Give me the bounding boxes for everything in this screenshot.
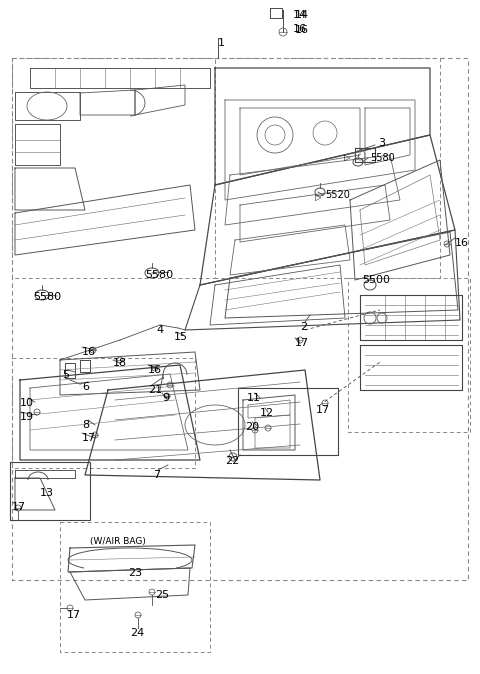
Text: 17: 17 xyxy=(295,338,309,348)
Text: 17: 17 xyxy=(67,610,81,620)
Text: 17: 17 xyxy=(316,405,330,415)
Text: 16: 16 xyxy=(293,24,307,34)
Text: ▷: ▷ xyxy=(315,193,322,202)
Text: 2: 2 xyxy=(300,322,307,332)
Text: 16: 16 xyxy=(455,238,469,248)
Text: 12: 12 xyxy=(260,408,274,418)
Text: 16: 16 xyxy=(82,347,96,357)
Text: 16: 16 xyxy=(295,25,309,35)
Text: (W/AIR BAG): (W/AIR BAG) xyxy=(90,537,146,546)
Text: 5580: 5580 xyxy=(145,270,173,280)
Text: 18: 18 xyxy=(113,358,127,368)
Text: 21: 21 xyxy=(148,385,162,395)
Text: ▷: ▷ xyxy=(344,153,350,162)
Text: 11: 11 xyxy=(247,393,261,403)
Text: 17: 17 xyxy=(82,433,96,443)
Text: 23: 23 xyxy=(128,568,142,578)
Text: 14: 14 xyxy=(295,10,309,20)
Text: 13: 13 xyxy=(40,488,54,498)
Text: 24: 24 xyxy=(130,628,144,638)
Text: 8: 8 xyxy=(82,420,89,430)
Text: 10: 10 xyxy=(20,398,34,408)
Text: 5500: 5500 xyxy=(362,275,390,285)
Text: 5520: 5520 xyxy=(325,190,350,200)
Text: 3: 3 xyxy=(378,138,385,148)
Text: 14: 14 xyxy=(293,10,307,20)
Text: 16: 16 xyxy=(148,365,162,375)
Text: 5580: 5580 xyxy=(33,292,61,302)
Text: 20: 20 xyxy=(245,422,259,432)
Text: 4: 4 xyxy=(156,325,163,335)
Text: 7: 7 xyxy=(153,470,160,480)
Text: 6: 6 xyxy=(82,382,89,392)
Text: 15: 15 xyxy=(174,332,188,342)
Text: 5: 5 xyxy=(62,370,69,380)
Text: 5580: 5580 xyxy=(370,153,395,163)
Text: 9: 9 xyxy=(162,393,169,403)
Text: 17: 17 xyxy=(12,502,26,512)
Text: 22: 22 xyxy=(225,456,239,466)
Text: 25: 25 xyxy=(155,590,169,600)
Text: 19: 19 xyxy=(20,412,34,422)
Text: 1: 1 xyxy=(218,38,225,48)
